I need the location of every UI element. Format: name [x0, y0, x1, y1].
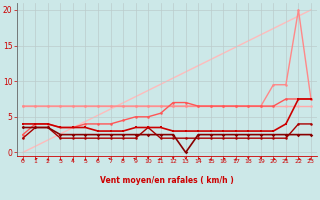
X-axis label: Vent moyen/en rafales ( km/h ): Vent moyen/en rafales ( km/h ): [100, 176, 234, 185]
